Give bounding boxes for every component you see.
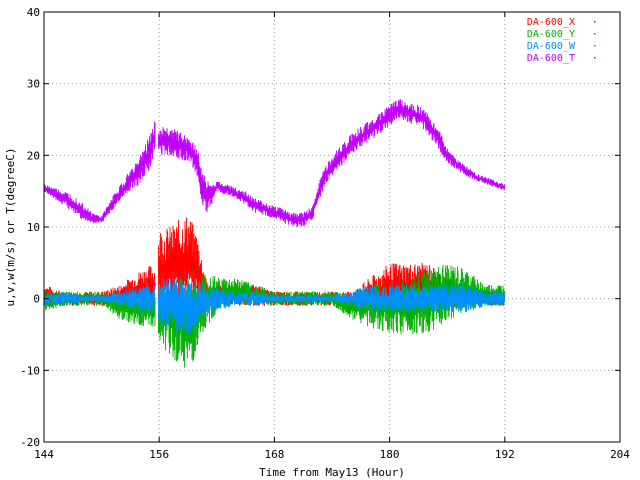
y-tick-label: 30 [27,78,40,91]
legend-label: DA-600_Y [527,29,575,40]
series-da-600-t [43,99,505,227]
y-tick-label: 10 [27,221,40,234]
legend-marker [594,33,596,35]
legend: DA-600_XDA-600_YDA-600_WDA-600_T [527,17,596,64]
y-tick-label: -20 [20,436,40,449]
x-tick-label: 204 [610,448,630,461]
legend-marker [594,45,596,47]
legend-marker [594,57,596,59]
legend-label: DA-600_W [527,41,576,52]
y-tick-label: -10 [20,364,40,377]
grid-layer [44,12,620,442]
y-tick-label: 0 [33,293,40,306]
tick-layer: 144 156 168 180 192 204 -20 -10 0 10 20 30 40 [20,6,630,461]
y-tick-label: 40 [27,6,40,19]
series-strip [43,99,505,227]
x-tick-label: 192 [495,448,515,461]
data-layer [43,99,505,368]
y-tick-label: 20 [27,149,40,162]
x-tick-label: 180 [380,448,400,461]
x-tick-label: 144 [34,448,54,461]
x-tick-label: 168 [264,448,284,461]
y-axis-title: u,v,w(m/s) or T(degreeC) [4,148,17,307]
x-axis-title: Time from May13 (Hour) [259,466,405,479]
legend-label: DA-600_T [527,53,575,64]
legend-label: DA-600_X [527,17,575,28]
legend-marker [594,21,596,23]
x-tick-label: 156 [149,448,169,461]
